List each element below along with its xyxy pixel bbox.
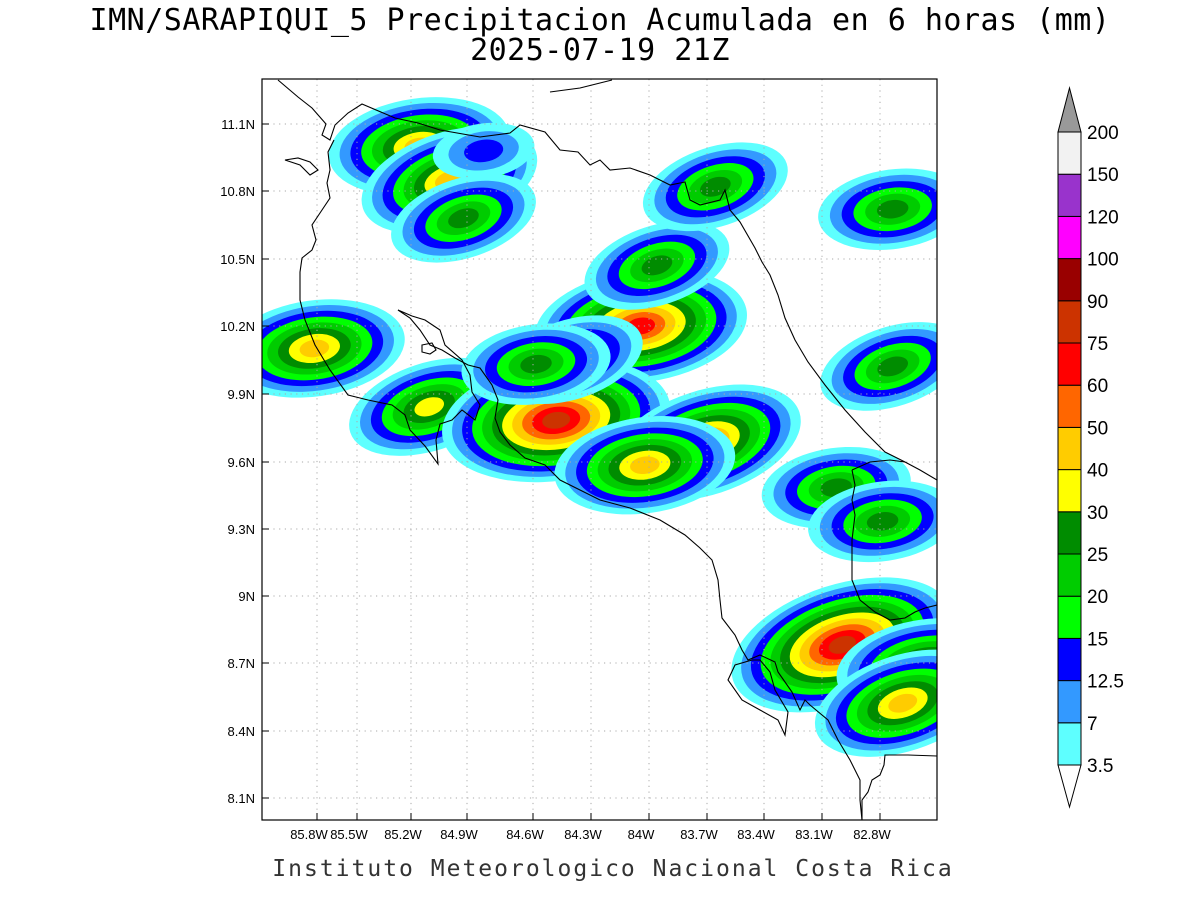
precip-contour — [877, 356, 908, 377]
lon-tick-label: 83.1W — [795, 827, 833, 842]
precip-contour — [876, 199, 909, 219]
colorbar-label: 50 — [1087, 418, 1108, 439]
lon-tick-label: 84.6W — [506, 827, 544, 842]
precip-cell — [818, 168, 937, 250]
colorbar-label: 75 — [1087, 334, 1108, 355]
lat-tick-label: 10.8N — [220, 184, 255, 199]
colorbar-label: 90 — [1087, 292, 1108, 313]
colorbar-label: 15 — [1087, 629, 1108, 650]
colorbar-legend: 3.5 7 12.5 15 20 25 30 40 50 60 75 90 100 120 150 200 — [1057, 86, 1124, 809]
colorbar-box — [1057, 258, 1082, 302]
precip-cell — [808, 480, 937, 563]
colorbar-label: 25 — [1087, 545, 1108, 566]
lon-tick-label: 84.3W — [564, 827, 602, 842]
lon-tick-label: 82.8W — [853, 827, 891, 842]
colorbar-label: 60 — [1087, 376, 1108, 397]
colorbar-label: 7 — [1087, 714, 1098, 735]
colorbar-label: 200 — [1087, 123, 1119, 144]
colorbar-bottom-arrow — [1057, 764, 1082, 809]
colorbar-box — [1057, 173, 1082, 217]
lon-tick-label: 85.2W — [384, 827, 422, 842]
precip-contour — [299, 339, 330, 358]
lon-tick-label: 84W — [628, 827, 655, 842]
lat-tick-label: 11.1N — [221, 117, 255, 132]
precip-contour — [630, 456, 660, 475]
colorbar-label: 12.5 — [1087, 672, 1124, 693]
lat-tick-label: 9N — [238, 589, 255, 604]
map-subtitle-date: 2025-07-19 21Z — [470, 33, 730, 68]
lat-tick-label: 8.1N — [228, 791, 255, 806]
colorbar-box — [1057, 511, 1082, 555]
precip-cell — [584, 221, 730, 310]
colorbar-box — [1057, 215, 1082, 260]
precip-cell — [262, 299, 405, 398]
colorbar-box — [1057, 469, 1082, 513]
colorbar-box — [1057, 384, 1082, 428]
lon-tick-label: 83.4W — [737, 827, 775, 842]
map-frame — [261, 78, 938, 821]
lon-tick-label: 84.9W — [440, 827, 478, 842]
colorbar-box — [1057, 637, 1082, 682]
map-gridlines — [262, 79, 937, 820]
footer-credit: Instituto Meteorologico Nacional Costa R… — [272, 856, 954, 882]
colorbar-top-arrow — [1057, 86, 1082, 133]
colorbar-label: 30 — [1087, 503, 1108, 524]
lat-tick-label: 10.5N — [220, 252, 255, 267]
precip-contour — [414, 397, 445, 417]
precip-contour — [888, 693, 918, 713]
colorbar-label: 20 — [1087, 587, 1108, 608]
coastline-borders — [277, 79, 937, 820]
precip-contour — [700, 176, 731, 197]
precip-cell — [642, 142, 788, 232]
lon-tick-label: 83.7W — [680, 827, 718, 842]
colorbar-box — [1057, 595, 1082, 639]
colorbar-label: 150 — [1087, 165, 1119, 186]
precip-contour — [464, 139, 504, 163]
precip-contour — [641, 255, 673, 276]
colorbar-label: 40 — [1087, 461, 1108, 482]
precipitation-field — [262, 97, 937, 757]
map-title: IMN/SARAPIQUI_5 Precipitacion Acumulada … — [89, 3, 1111, 38]
lon-tick-label: 85.5W — [330, 827, 368, 842]
precip-contour — [866, 512, 899, 531]
colorbar-box — [1057, 342, 1082, 386]
precip-cell — [554, 416, 736, 515]
precip-cell — [820, 322, 937, 411]
lat-tick-label: 10.2N — [220, 319, 255, 334]
lat-tick-label: 9.6N — [228, 455, 255, 470]
lat-tick-label: 9.3N — [228, 522, 255, 537]
lat-tick-label: 8.7N — [228, 656, 255, 671]
precip-cell — [391, 173, 536, 263]
lat-tick-label: 9.9N — [228, 387, 255, 402]
colorbar-box — [1057, 426, 1082, 471]
precip-contour — [520, 354, 552, 374]
precip-cell — [461, 323, 611, 405]
precip-contour — [828, 635, 856, 654]
lon-tick-label: 85.8W — [290, 827, 328, 842]
colorbar-box — [1057, 553, 1082, 597]
colorbar-label: 120 — [1087, 207, 1119, 228]
colorbar-box — [1057, 131, 1082, 175]
colorbar-box — [1057, 300, 1082, 344]
colorbar-label: 3.5 — [1087, 756, 1113, 777]
precip-contour — [448, 208, 479, 229]
colorbar-box — [1057, 722, 1082, 766]
map-axes: 85.8W 85.5W 85.2W 84.9W 84.6W 84.3W 84W 83.7W 83… — [220, 117, 891, 842]
colorbar-box — [1057, 680, 1082, 724]
precip-contour — [542, 411, 571, 429]
precip-cell — [432, 122, 535, 179]
lat-tick-label: 8.4N — [228, 724, 255, 739]
colorbar-label: 100 — [1087, 250, 1119, 271]
